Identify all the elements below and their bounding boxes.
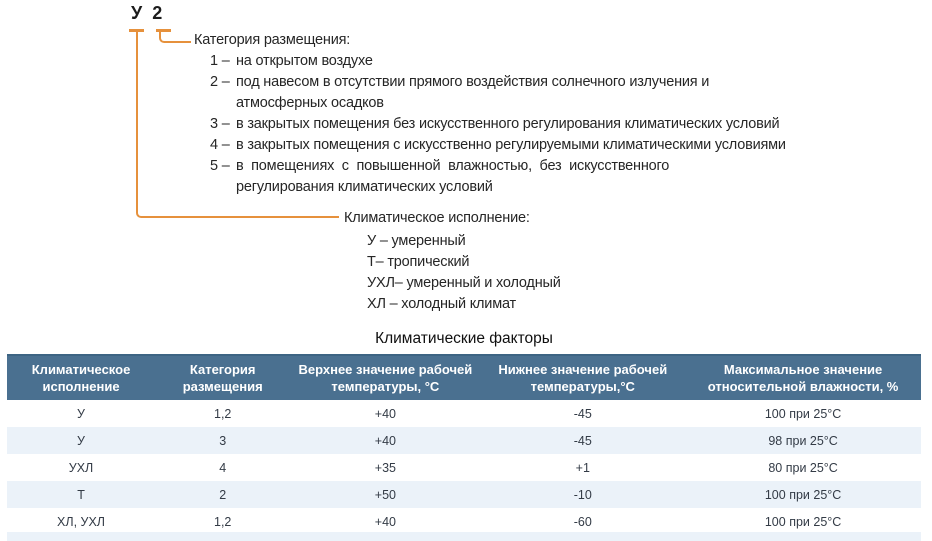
designation-climate-letter: У: [131, 3, 143, 23]
table-cell: 100 при 25°С: [764, 406, 842, 421]
connector-line-climate: [136, 30, 339, 218]
table-cell: 2: [155, 481, 291, 509]
designation-category-digit: 2: [152, 3, 163, 23]
table-cell: 1,2: [214, 406, 232, 421]
table-row: У 3 +40 -45 98 при 25°С: [7, 427, 921, 455]
table-row: ХЛ, УХЛ 1,2 +40 -60 100 при 25°С: [7, 508, 921, 535]
placement-item-text: на открытом воздухе: [236, 53, 373, 69]
placement-item: 2 – под навесом в отсутствии прямого возд…: [210, 72, 910, 114]
placement-item-number: 4 –: [210, 137, 230, 153]
designation-code: У 2: [131, 3, 162, 24]
placement-item-number: 5 –: [210, 158, 230, 174]
table-row: У 1,2 +40 -45 100 при 25°С: [7, 400, 921, 427]
table-header-cell: Категория размещения: [155, 353, 291, 401]
placement-item-text: в помещениях с повышенной влажностью, бе…: [236, 158, 670, 195]
table-cell: УХЛ: [68, 460, 94, 475]
placement-category-title: Категория размещения:: [194, 32, 351, 48]
placement-item-text: под навесом в отсутствии прямого воздейс…: [236, 74, 710, 111]
connector-line-category: [159, 30, 191, 43]
table-cell: 100 при 25°С: [764, 514, 842, 529]
placement-item: 4 – в закрытых помещения с искусственно р…: [210, 135, 910, 156]
placement-item: 5 – в помещениях с повышенной влажностью,…: [210, 156, 910, 198]
table-cell: +35: [374, 460, 396, 475]
climate-item: Т– тропический: [367, 254, 470, 270]
table-cell: +40: [374, 514, 396, 529]
table-header-cell: Максимальное значение относительной влаж…: [685, 353, 921, 401]
placement-item: 3 – в закрытых помещения без искусственно…: [210, 114, 910, 135]
table-cell: 3: [155, 427, 291, 455]
climatic-factors-table: Климатическое исполнение Категория размещ…: [7, 353, 921, 535]
table-cell: У: [77, 406, 85, 421]
table-row: УХЛ 4 +35 +1 80 при 25°С: [7, 454, 921, 481]
table-cell: У: [7, 427, 156, 455]
climate-list: У – умеренный Т– тропический УХЛ– умеренны…: [367, 231, 561, 315]
placement-list: 1 – на открытом воздухе 2 – под навесом в о…: [210, 51, 910, 198]
table-body: У 1,2 +40 -45 100 при 25°С У 3 +40 -45 98 при 25°…: [7, 400, 921, 535]
table-cell: +40: [290, 427, 481, 455]
placement-item-text: в закрытых помещения без искусственного …: [236, 116, 780, 132]
table-title: Климатические факторы: [375, 330, 553, 347]
table-cell: 1,2: [214, 514, 232, 529]
table-cell: +50: [290, 481, 481, 509]
table-cell: Т: [7, 481, 156, 509]
climate-item: У – умеренный: [367, 233, 466, 249]
climate-version-title: Климатическое исполнение:: [344, 210, 530, 226]
placement-item-text: в закрытых помещения с искусственно регу…: [236, 137, 786, 153]
table-cell: 80 при 25°С: [768, 460, 838, 475]
climate-item: УХЛ– умеренный и холодный: [367, 275, 561, 291]
table-header-cell: Климатическое исполнение: [7, 353, 156, 401]
placement-item-number: 2 –: [210, 74, 230, 90]
table-header-cell: Нижнее значение рабочей температуры,°С: [480, 353, 686, 401]
placement-item-number: 3 –: [210, 116, 230, 132]
table-header-cell: Верхнее значение рабочей температуры, °С: [290, 353, 481, 401]
table-row: Т 2 +50 -10 100 при 25°С: [7, 481, 921, 509]
table-header: Климатическое исполнение Категория размещ…: [7, 353, 921, 401]
table-cell: ХЛ, УХЛ: [57, 514, 106, 529]
placement-item: 1 – на открытом воздухе: [210, 51, 910, 72]
table-tail-stripe: [7, 532, 921, 541]
table-cell: -45: [573, 406, 592, 421]
climate-item: ХЛ – холодный климат: [367, 296, 516, 312]
table-cell: 98 при 25°С: [685, 427, 921, 455]
placement-item-number: 1 –: [210, 53, 230, 69]
table-cell: -45: [480, 427, 686, 455]
table-cell: +40: [374, 406, 396, 421]
table-cell: -60: [573, 514, 592, 529]
table-cell: +1: [575, 460, 590, 475]
table-cell: 100 при 25°С: [685, 481, 921, 509]
table-cell: 4: [219, 460, 227, 475]
table-cell: -10: [480, 481, 686, 509]
